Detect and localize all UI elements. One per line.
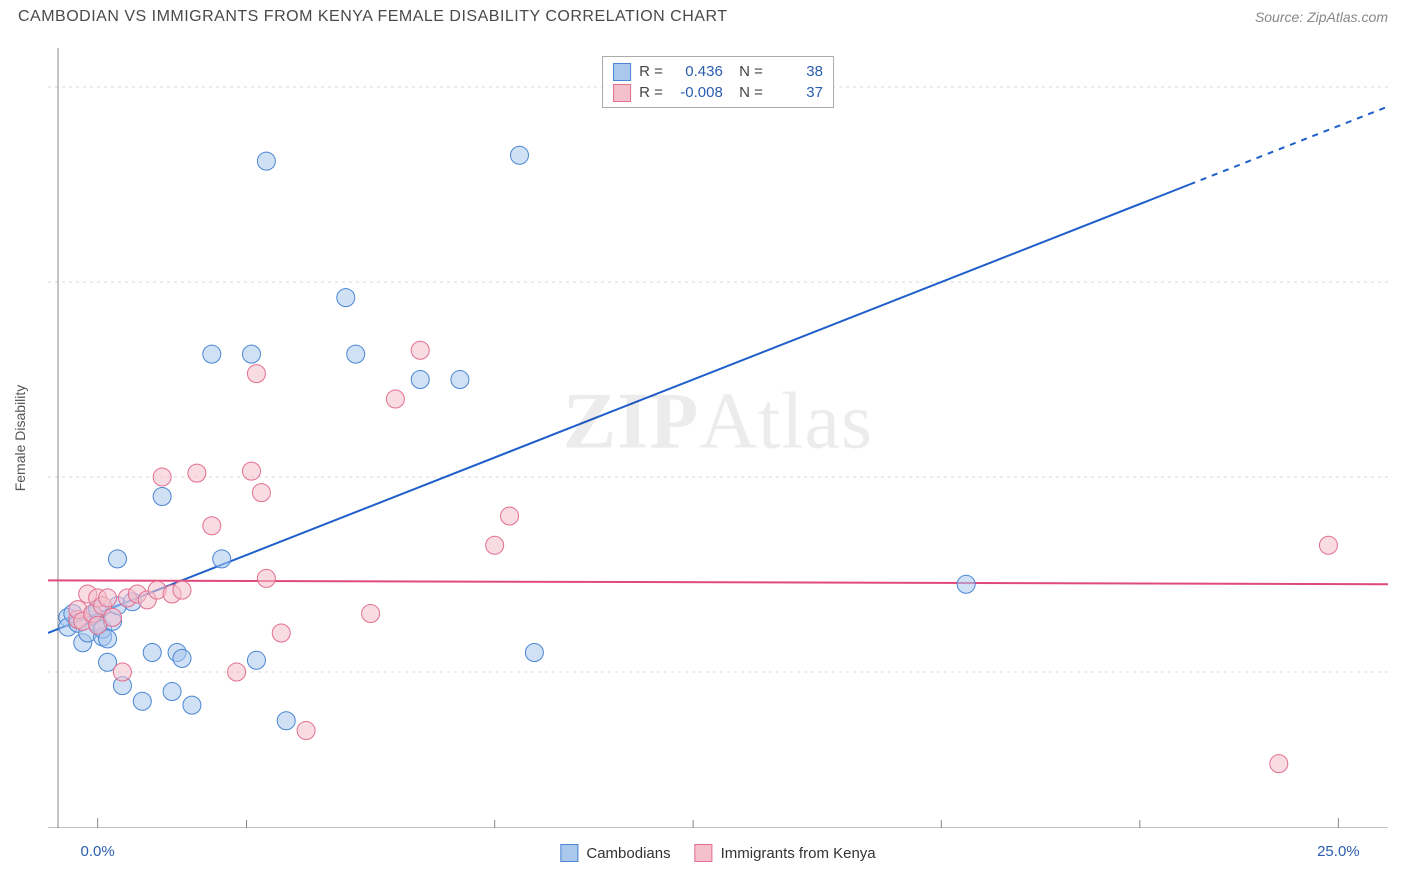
n-value-cambodians: 38: [771, 61, 823, 82]
x-tick-label: 25.0%: [1317, 843, 1360, 860]
r-label: R =: [639, 82, 663, 103]
legend-item-kenya: Immigrants from Kenya: [695, 844, 876, 862]
stats-row-kenya: R = -0.008 N = 37: [613, 82, 823, 103]
legend-label-cambodians: Cambodians: [586, 845, 670, 862]
r-value-kenya: -0.008: [671, 82, 723, 103]
source-label: Source:: [1255, 9, 1307, 25]
source-attribution: Source: ZipAtlas.com: [1255, 9, 1388, 25]
legend-swatch-cambodians: [560, 844, 578, 862]
n-value-kenya: 37: [771, 82, 823, 103]
stats-row-cambodians: R = 0.436 N = 38: [613, 61, 823, 82]
chart-area: Female Disability ZIPAtlas R = 0.436 N =…: [48, 48, 1388, 828]
bottom-legend: Cambodians Immigrants from Kenya: [560, 844, 875, 862]
n-label: N =: [731, 61, 763, 82]
scatter-plot: [48, 48, 1388, 828]
r-label: R =: [639, 61, 663, 82]
chart-title: CAMBODIAN VS IMMIGRANTS FROM KENYA FEMAL…: [18, 8, 727, 26]
source-name: ZipAtlas.com: [1307, 9, 1388, 25]
n-label: N =: [731, 82, 763, 103]
legend-label-kenya: Immigrants from Kenya: [721, 845, 876, 862]
y-axis-label: Female Disability: [12, 385, 28, 492]
x-tick-label: 0.0%: [81, 843, 115, 860]
stats-legend: R = 0.436 N = 38 R = -0.008 N = 37: [602, 56, 834, 108]
r-value-cambodians: 0.436: [671, 61, 723, 82]
title-bar: CAMBODIAN VS IMMIGRANTS FROM KENYA FEMAL…: [0, 0, 1406, 30]
swatch-cambodians: [613, 63, 631, 81]
legend-item-cambodians: Cambodians: [560, 844, 670, 862]
swatch-kenya: [613, 84, 631, 102]
legend-swatch-kenya: [695, 844, 713, 862]
